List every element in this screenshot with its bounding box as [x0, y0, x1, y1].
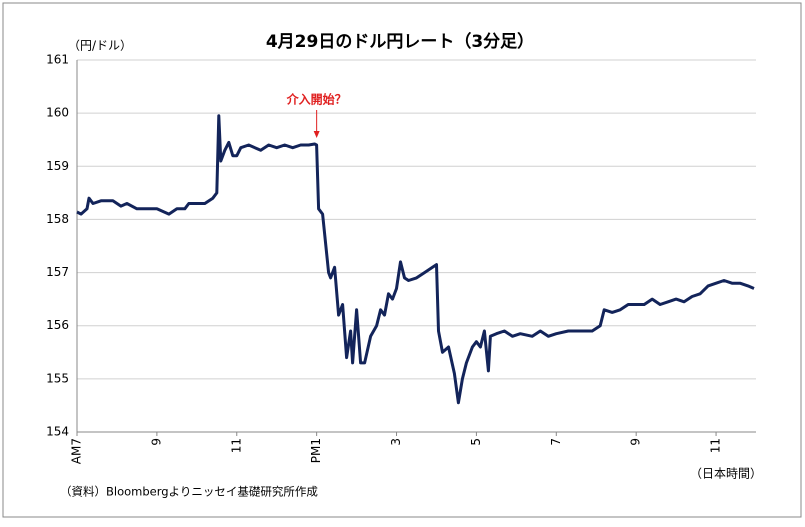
y-tick-label: 155: [46, 371, 69, 385]
x-tick-label: AM7: [70, 438, 84, 464]
x-tick-label: 3: [389, 438, 403, 446]
y-tick-label: 157: [46, 265, 69, 279]
y-tick-label: 156: [46, 318, 69, 332]
x-tick-label: 9: [149, 438, 163, 446]
x-tick-label: PM1: [309, 438, 323, 463]
x-tick-label: 11: [229, 438, 243, 453]
y-tick-label: 158: [46, 212, 69, 226]
y-tick-label: 161: [46, 53, 69, 67]
annotation: 介入開始？: [286, 92, 347, 107]
line-series: [76, 114, 755, 405]
x-tick-label: 5: [469, 438, 483, 446]
x-tick-label: 7: [549, 438, 563, 446]
y-tick-label: 154: [46, 425, 69, 439]
source-note: （資料）Bloombergよりニッセイ基礎研究所作成: [60, 485, 318, 499]
chart-title: 4月29日のドル円レート（3分足）: [266, 31, 534, 52]
y-axis-label: （円/ドル）: [68, 39, 132, 53]
chart-frame: [2, 2, 802, 518]
x-tick-label: 11: [709, 438, 723, 453]
annotation-arrowhead: [313, 131, 320, 138]
x-axis-label: （日本時間）: [690, 467, 762, 481]
y-tick-label: 160: [46, 106, 69, 120]
x-tick-label: 9: [629, 438, 643, 446]
y-tick-label: 159: [46, 159, 69, 173]
